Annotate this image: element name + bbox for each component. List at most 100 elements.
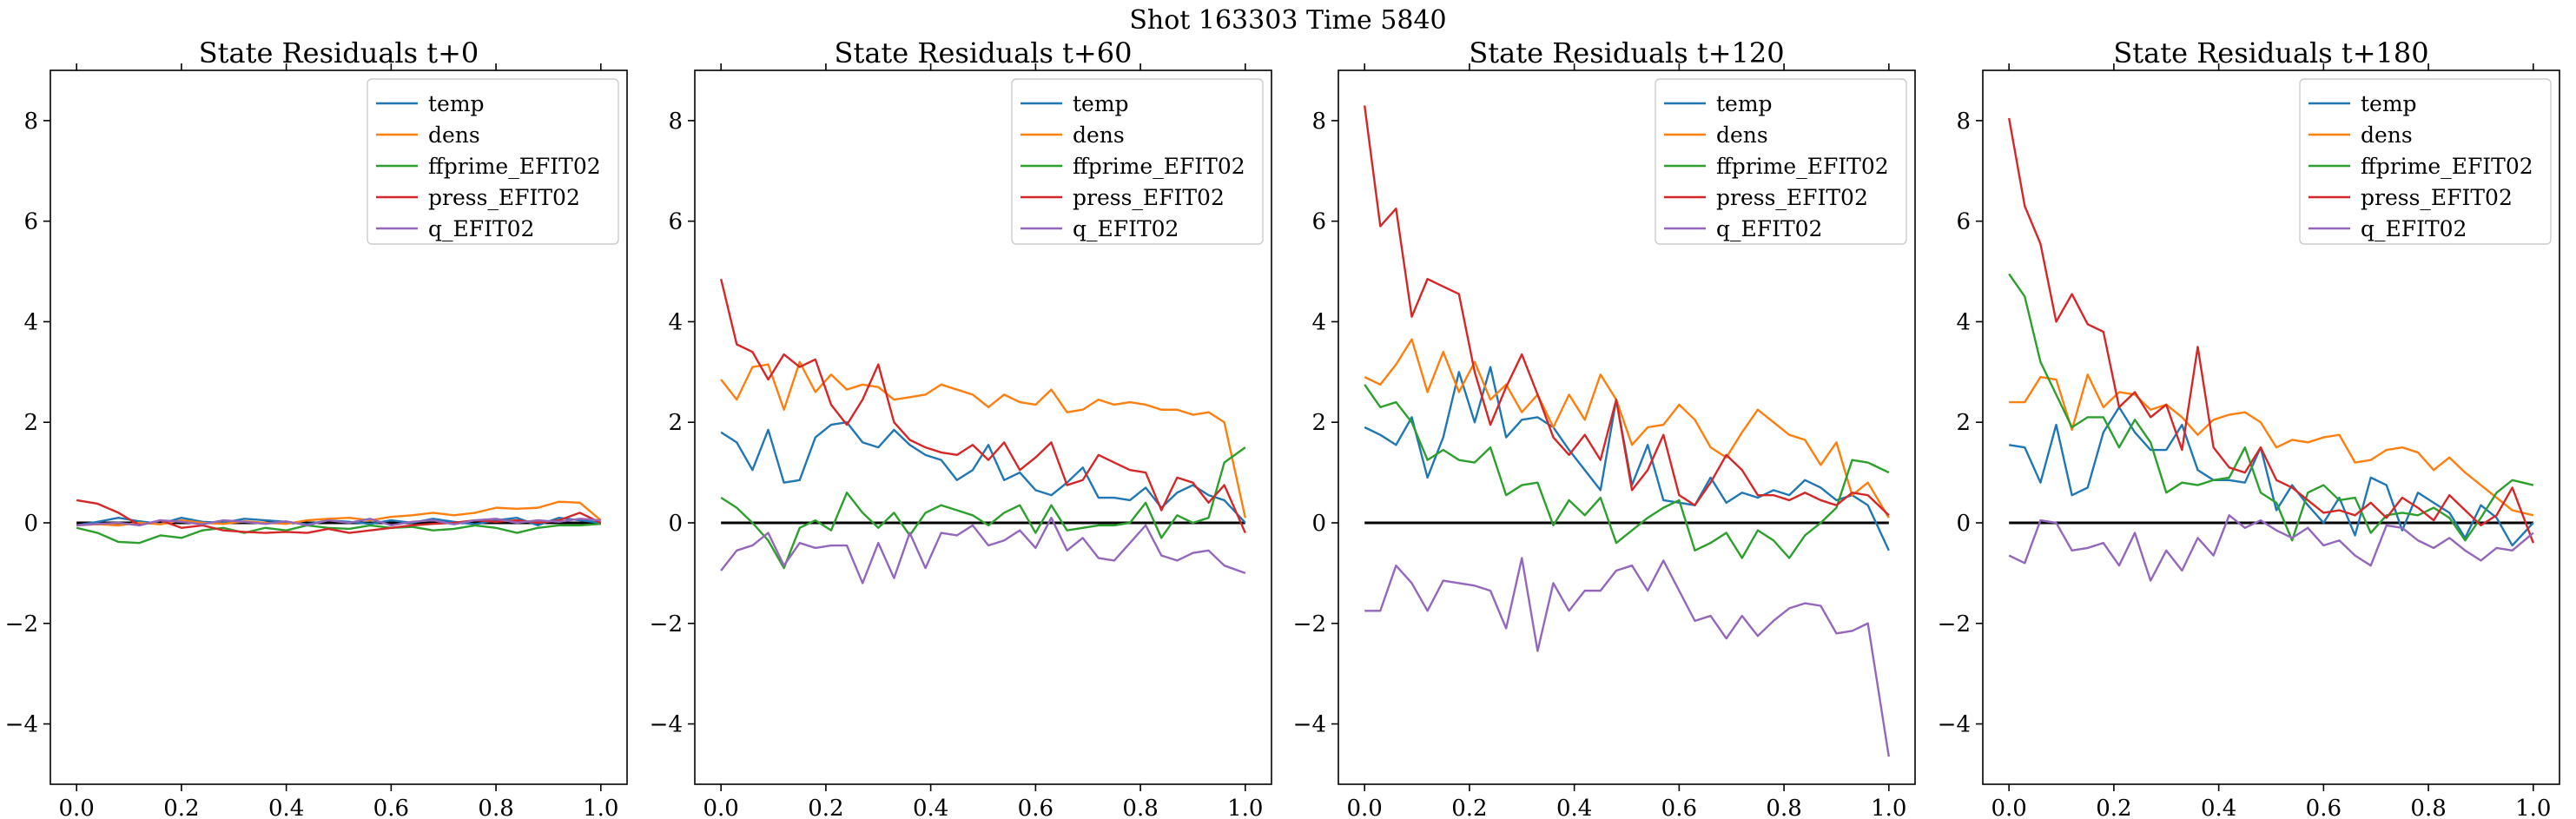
legend-label: dens: [1716, 122, 1768, 148]
legend-label: q_EFIT02: [2361, 216, 2467, 241]
legend-label: press_EFIT02: [2361, 185, 2513, 210]
panel-title: State Residuals t+0: [199, 36, 479, 69]
legend-label: dens: [428, 122, 480, 148]
y-tick-label: 6: [668, 209, 683, 235]
y-tick-label: −2: [650, 611, 683, 637]
legend-label: ffprime_EFIT02: [1716, 154, 1889, 179]
legend-label: q_EFIT02: [1073, 216, 1179, 241]
x-tick-label: 0.4: [913, 796, 948, 819]
x-tick-label: 0.2: [1451, 796, 1487, 819]
y-tick-label: 8: [1956, 109, 1971, 135]
y-tick-label: −2: [5, 611, 38, 637]
plot-frame: [50, 69, 628, 785]
y-tick-label: 6: [1311, 209, 1326, 235]
plot-area: [76, 499, 602, 545]
legend-label: q_EFIT02: [428, 216, 534, 241]
y-tick-label: 6: [1956, 209, 1971, 235]
y-tick-label: −4: [1293, 712, 1326, 738]
legend-label: ffprime_EFIT02: [1073, 154, 1245, 179]
x-tick-label: 0.8: [478, 796, 513, 819]
series-line-ffprime-efit02: [720, 446, 1246, 570]
x-tick-label: 0.6: [1661, 796, 1697, 819]
legend-label: q_EFIT02: [1716, 216, 1822, 241]
y-tick-label: 4: [1956, 309, 1971, 335]
x-tick-label: 0.4: [2201, 796, 2236, 819]
x-tick-label: 0.4: [268, 796, 304, 819]
legend-label: dens: [2361, 122, 2413, 148]
legend-label: press_EFIT02: [1716, 185, 1868, 210]
y-tick-label: 2: [668, 410, 683, 436]
x-tick-label: 0.2: [163, 796, 199, 819]
y-tick-label: 8: [1311, 109, 1326, 135]
plot-area: [2007, 117, 2534, 582]
series-line-dens: [2009, 373, 2534, 517]
x-tick-label: 1.0: [1871, 796, 1906, 819]
series-line-press-efit02: [1363, 105, 1890, 517]
x-tick-label: 0.8: [1122, 796, 1158, 819]
x-tick-label: 0.6: [1018, 796, 1054, 819]
x-tick-label: 0.0: [703, 796, 739, 819]
series-line-q-efit02: [76, 518, 601, 527]
y-tick-label: 0: [668, 511, 683, 537]
x-tick-label: 1.0: [583, 796, 618, 819]
panel-title: State Residuals t+60: [835, 36, 1133, 69]
x-tick-label: 0.6: [373, 796, 409, 819]
series-line-dens: [1364, 338, 1890, 518]
y-tick-label: 2: [23, 410, 38, 436]
legend-label: press_EFIT02: [428, 185, 580, 210]
y-tick-label: 6: [23, 209, 38, 235]
y-tick-label: 4: [23, 309, 38, 335]
series-line-ffprime-efit02: [76, 522, 601, 545]
legend-label: press_EFIT02: [1073, 185, 1225, 210]
legend-label: ffprime_EFIT02: [2361, 154, 2533, 179]
legend-label: ffprime_EFIT02: [428, 154, 601, 179]
x-tick-label: 1.0: [1227, 796, 1263, 819]
panel-title: State Residuals t+180: [2113, 36, 2428, 69]
y-tick-label: 4: [1311, 309, 1326, 335]
chart-panel-2: State Residuals t+120 0.0 0.2 0.4 0.6 0.8 1.0 −…: [1293, 36, 1916, 819]
legend-label: temp: [428, 91, 485, 116]
y-tick-label: −4: [650, 712, 683, 738]
plot-frame: [1338, 69, 1916, 785]
plot-area: [1363, 105, 1891, 757]
series-line-dens: [720, 360, 1246, 518]
plot-area: [720, 278, 1246, 585]
figure-title: Shot 163303 Time 5840: [1129, 5, 1446, 36]
series-line-press-efit02: [720, 278, 1246, 534]
y-tick-label: −2: [1293, 611, 1326, 637]
y-tick-label: 4: [668, 309, 683, 335]
chart-panel-0: State Residuals t+0 0.0 0.2 0.4 0.6 0.8 1.0 −4 −…: [5, 36, 628, 819]
series-line-q-efit02: [720, 517, 1246, 585]
x-tick-label: 1.0: [2515, 796, 2551, 819]
y-tick-label: 0: [1956, 511, 1971, 537]
x-tick-label: 0.0: [1991, 796, 2027, 819]
plot-frame: [694, 69, 1272, 785]
x-tick-label: 0.2: [2096, 796, 2131, 819]
plot-frame: [1982, 69, 2560, 785]
x-tick-label: 0.6: [2306, 796, 2342, 819]
y-tick-label: 0: [1311, 511, 1326, 537]
legend-label: temp: [1716, 91, 1773, 116]
series-line-ffprime-efit02: [1364, 384, 1890, 559]
y-tick-label: −4: [1938, 712, 1971, 738]
y-tick-label: 2: [1311, 410, 1326, 436]
chart-panel-1: State Residuals t+60 0.0 0.2 0.4 0.6 0.8 1.0 −4…: [650, 36, 1272, 819]
legend-label: dens: [1073, 122, 1125, 148]
chart-panel-3: State Residuals t+180 0.0 0.2 0.4 0.6 0.8 1.0 −…: [1938, 36, 2560, 819]
series-line-q-efit02: [1364, 557, 1891, 757]
series-line-press-efit02: [2007, 117, 2534, 544]
x-tick-label: 0.8: [2410, 796, 2446, 819]
x-tick-label: 0.8: [1766, 796, 1801, 819]
y-tick-label: −4: [5, 712, 38, 738]
series-line-ffprime-efit02: [2008, 273, 2534, 542]
legend-label: temp: [1073, 91, 1129, 116]
y-tick-label: 8: [668, 109, 683, 135]
panel-title: State Residuals t+120: [1469, 36, 1784, 69]
chart-panels: State Residuals t+0 0.0 0.2 0.4 0.6 0.8 1.0 −4 −…: [5, 36, 2560, 819]
y-tick-label: 2: [1956, 410, 1971, 436]
legend-box: [2299, 78, 2552, 245]
y-tick-label: 0: [23, 511, 38, 537]
series-line-dens: [76, 500, 602, 527]
legend-box: [1655, 78, 1907, 245]
